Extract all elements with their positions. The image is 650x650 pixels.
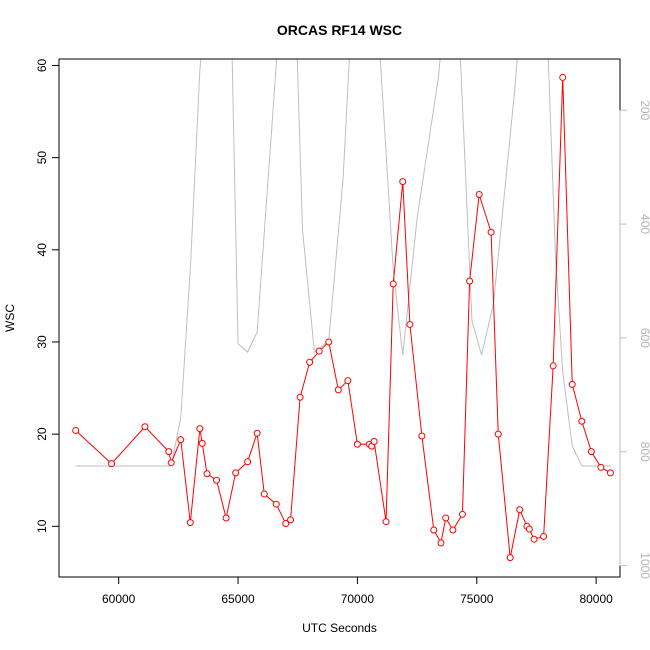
data-point xyxy=(597,463,605,471)
series-right xyxy=(75,59,611,467)
data-point xyxy=(72,426,80,434)
data-point xyxy=(559,73,567,81)
data-point xyxy=(177,436,185,444)
plot-frame xyxy=(58,58,621,578)
data-point xyxy=(549,362,557,370)
data-point xyxy=(370,438,378,446)
x-tick-label: 70000 xyxy=(341,592,375,606)
data-point xyxy=(198,439,206,447)
data-point xyxy=(606,469,614,477)
data-point xyxy=(516,506,524,514)
data-point xyxy=(353,440,361,448)
data-point xyxy=(442,514,450,522)
data-point xyxy=(282,520,290,528)
data-point xyxy=(587,448,595,456)
series-right-line xyxy=(75,59,611,467)
data-point xyxy=(141,423,149,431)
y-tick-label: 40 xyxy=(35,243,49,257)
x-tick-label: 65000 xyxy=(221,592,255,606)
data-point xyxy=(437,539,445,547)
data-point xyxy=(287,516,295,524)
y-tick-label: 20 xyxy=(35,427,49,441)
y-axis-label: WSC xyxy=(3,304,17,332)
data-point xyxy=(475,190,483,198)
data-point xyxy=(260,490,268,498)
data-point xyxy=(222,514,230,522)
data-point xyxy=(165,448,173,456)
y2-tick-label: 200 xyxy=(638,100,650,120)
series-left-line xyxy=(75,77,611,558)
data-point xyxy=(525,525,533,533)
y-tick-label: 10 xyxy=(35,519,49,533)
y2-tick-label: 800 xyxy=(638,442,650,462)
data-point xyxy=(466,277,474,285)
data-point xyxy=(167,459,175,467)
data-point xyxy=(344,377,352,385)
data-point xyxy=(203,470,211,478)
data-point xyxy=(253,429,261,437)
x-tick-label: 60000 xyxy=(102,592,136,606)
data-point xyxy=(272,500,280,508)
data-point xyxy=(568,380,576,388)
y-tick-label: 50 xyxy=(35,151,49,165)
data-point xyxy=(530,535,538,543)
y2-tick-label: 400 xyxy=(638,214,650,234)
y-axis: 10 20 30 40 50 60 xyxy=(35,58,60,533)
series-layer xyxy=(72,59,614,562)
data-point xyxy=(389,280,397,288)
data-point xyxy=(494,430,502,438)
y-tick-label: 30 xyxy=(35,335,49,349)
data-point xyxy=(232,469,240,477)
data-point xyxy=(334,386,342,394)
x-axis: 60000 65000 70000 75000 80000 xyxy=(102,576,613,606)
data-point xyxy=(430,526,438,534)
x-tick-label: 75000 xyxy=(460,592,494,606)
data-point xyxy=(487,228,495,236)
data-point xyxy=(506,554,514,562)
data-point xyxy=(382,518,390,526)
data-point xyxy=(449,526,457,534)
data-point xyxy=(458,510,466,518)
y2-axis-right: 200 400 600 800 1000 xyxy=(619,100,650,579)
y-tick-label: 60 xyxy=(35,58,49,72)
data-point xyxy=(296,393,304,401)
data-point xyxy=(399,178,407,186)
chart-title: ORCAS RF14 WSC xyxy=(277,22,402,38)
series-left xyxy=(72,73,614,562)
data-point xyxy=(406,320,414,328)
data-point xyxy=(108,460,116,468)
plot-area xyxy=(58,58,621,578)
x-axis-label: UTC Seconds xyxy=(302,621,377,635)
data-point xyxy=(578,417,586,425)
data-point xyxy=(315,347,323,355)
data-point xyxy=(244,458,252,466)
x-tick-label: 80000 xyxy=(579,592,613,606)
data-point xyxy=(213,476,221,484)
data-point xyxy=(418,432,426,440)
y2-tick-label: 1000 xyxy=(638,552,650,579)
data-point xyxy=(540,532,548,540)
data-point xyxy=(306,358,314,366)
data-point xyxy=(186,519,194,527)
data-point xyxy=(196,425,204,433)
y2-tick-label: 600 xyxy=(638,328,650,348)
data-point xyxy=(325,338,333,346)
